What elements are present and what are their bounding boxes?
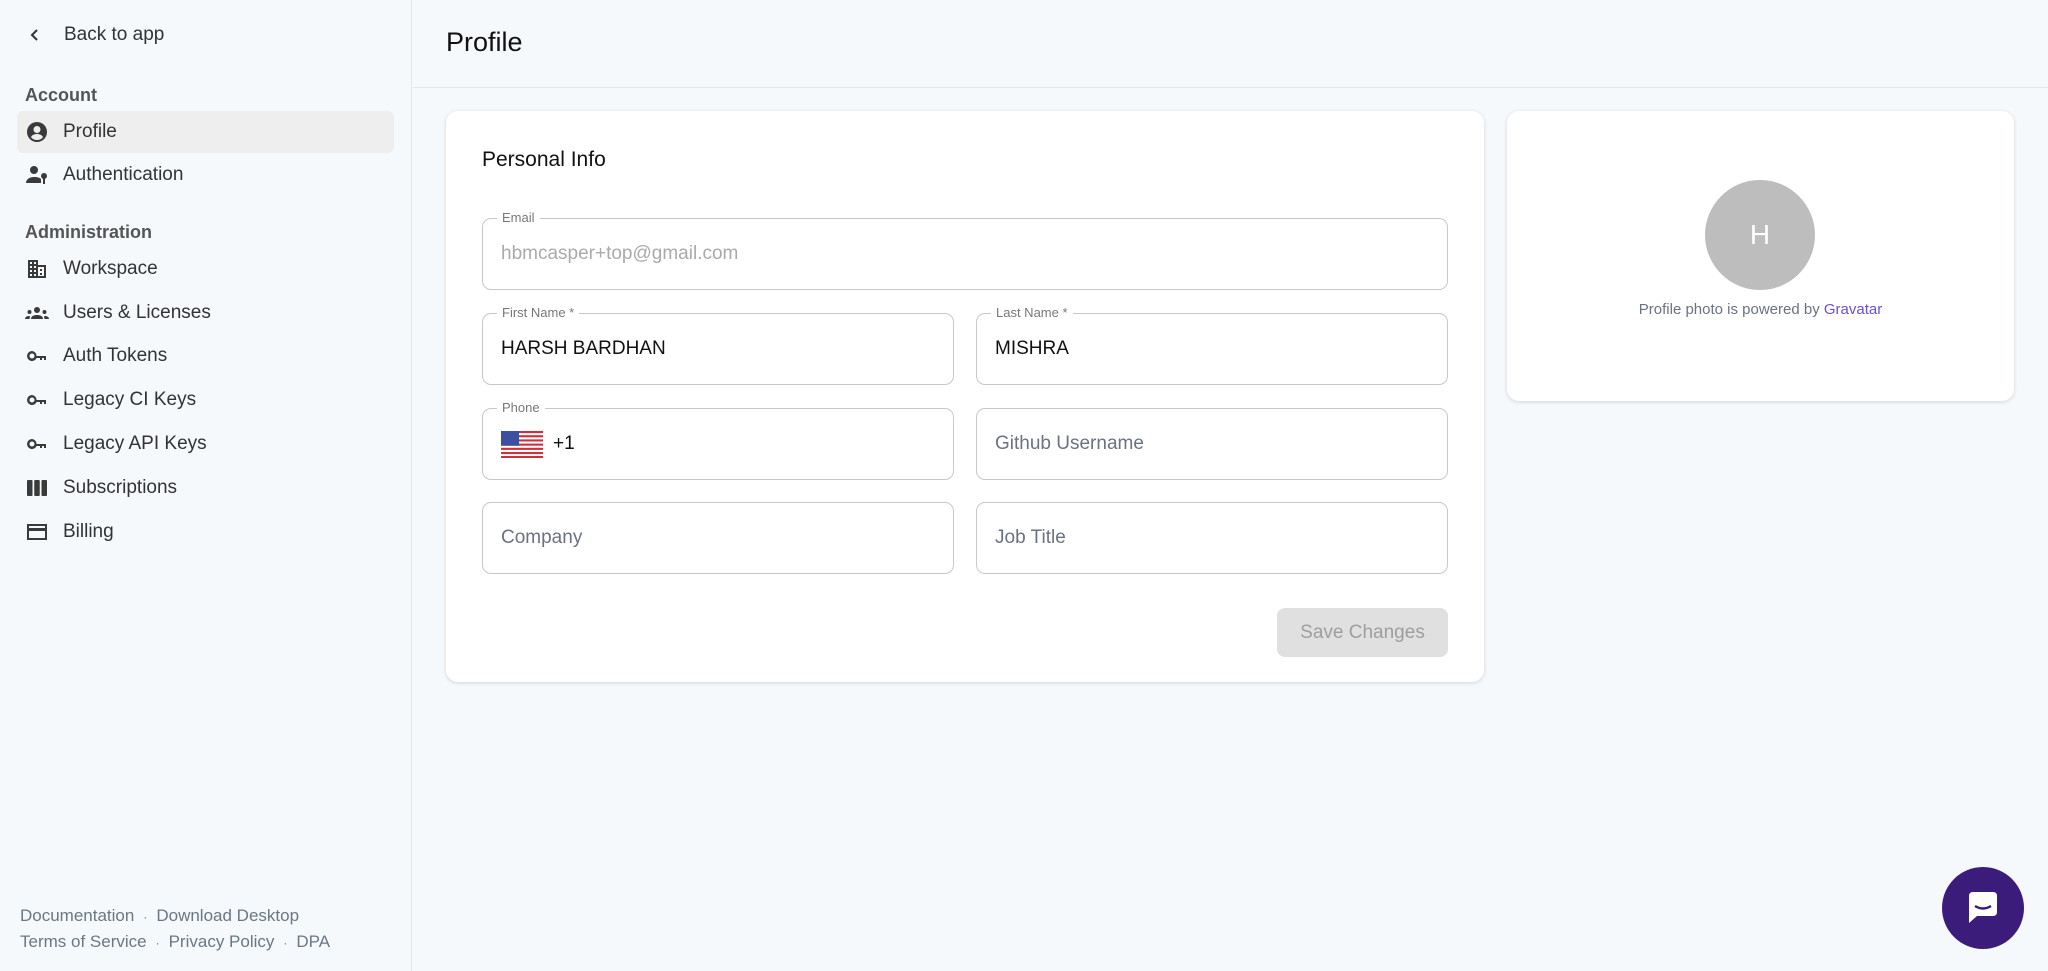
sidebar-item-profile[interactable]: Profile [17,111,394,153]
sidebar-item-label: Legacy CI Keys [63,389,197,410]
account-circle-icon [27,122,47,142]
group-icon [25,307,49,319]
sidebar-item-label: Auth Tokens [63,345,168,366]
columns-icon [27,480,47,496]
sidebar-item-label: Workspace [63,258,158,279]
sidebar-item-label: Profile [63,121,117,142]
personal-info-card: Personal Info [446,111,1484,682]
gravatar-caption: Profile photo is powered by Gravatar [1507,301,2014,318]
sidebar-item-label: Users & Licenses [63,302,211,323]
caption-text: Profile photo is powered by [1638,301,1820,318]
privacy-link[interactable]: Privacy Policy [168,932,275,951]
card-title: Personal Info [482,148,606,171]
separator: · [155,935,160,950]
user-key-icon [26,166,47,184]
last-name-label: Last Name * [991,305,1073,320]
chevron-left-icon [30,29,38,41]
page-title: Profile [446,27,523,57]
phone-value: +1 [553,433,575,454]
footer-links-row-1: Documentation · Download Desktop [20,906,299,926]
company-placeholder: Company [501,527,583,548]
first-name-label: First Name * [497,305,580,320]
github-placeholder: Github Username [995,433,1144,454]
avatar-initial: H [1749,219,1771,250]
page-header: Profile [413,0,2048,88]
key-icon [27,395,46,405]
sidebar-item-subscriptions[interactable]: Subscriptions [17,467,394,509]
documentation-link[interactable]: Documentation [20,906,135,925]
first-name-value: HARSH BARDHAN [501,338,666,359]
sidebar: Back to app Account Profile Authenticati… [0,0,412,971]
sidebar-item-label: Authentication [63,164,184,185]
terms-link[interactable]: Terms of Service [20,932,147,951]
sidebar-item-legacy-api-keys[interactable]: Legacy API Keys [17,423,394,465]
credit-card-icon [27,524,47,540]
job-title-placeholder: Job Title [995,527,1066,548]
gravatar-link[interactable]: Gravatar [1823,301,1883,318]
email-label: Email [497,210,540,225]
sidebar-item-users-licenses[interactable]: Users & Licenses [17,292,394,334]
company-field[interactable]: Company [482,502,954,574]
sidebar-item-authentication[interactable]: Authentication [17,154,394,196]
us-flag-icon[interactable] [501,431,543,458]
download-desktop-link[interactable]: Download Desktop [156,906,300,925]
section-administration: Administration [25,222,153,242]
chat-bubble-icon [1969,892,1997,923]
key-icon [27,351,46,361]
save-changes-button[interactable]: Save Changes [1277,608,1448,657]
first-name-field[interactable]: First Name * HARSH BARDHAN [482,305,954,385]
email-field[interactable]: Email hbmcasper+top@gmail.com [482,210,1448,290]
phone-label: Phone [497,400,545,415]
chat-support-button[interactable] [1942,867,2024,949]
avatar: H [1705,180,1815,290]
key-icon [27,439,46,449]
footer-links-row-2: Terms of Service · Privacy Policy · DPA [20,932,330,952]
sidebar-item-auth-tokens[interactable]: Auth Tokens [17,335,394,377]
section-account: Account [25,85,97,105]
back-label: Back to app [64,24,165,45]
back-to-app-link[interactable]: Back to app [28,24,164,46]
sidebar-item-label: Billing [63,521,114,542]
building-icon [28,260,46,278]
sidebar-item-workspace[interactable]: Workspace [17,248,394,290]
sidebar-item-legacy-ci-keys[interactable]: Legacy CI Keys [17,379,394,421]
email-value: hbmcasper+top@gmail.com [501,243,739,264]
phone-field[interactable]: Phone +1 [482,400,954,480]
last-name-value: MISHRA [995,338,1069,359]
sidebar-item-label: Subscriptions [63,477,178,498]
sidebar-item-label: Legacy API Keys [63,433,207,454]
last-name-field[interactable]: Last Name * MISHRA [976,305,1448,385]
sidebar-item-billing[interactable]: Billing [17,511,394,553]
separator: · [143,909,148,924]
github-username-field[interactable]: Github Username [976,408,1448,480]
job-title-field[interactable]: Job Title [976,502,1448,574]
dpa-link[interactable]: DPA [296,932,331,951]
separator: · [283,935,288,950]
